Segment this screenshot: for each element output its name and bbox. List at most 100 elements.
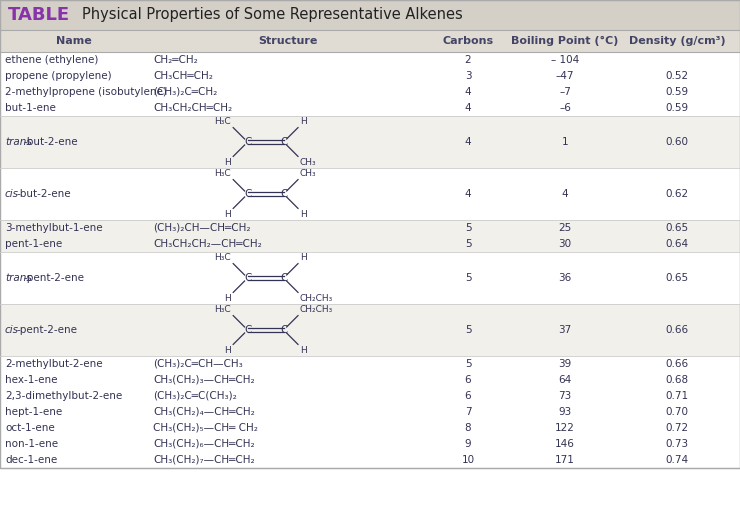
Text: dec-1-ene: dec-1-ene (5, 455, 57, 465)
Text: CH₃(CH₂)₅—CH═ CH₂: CH₃(CH₂)₅—CH═ CH₂ (153, 423, 258, 433)
Text: but-1-ene: but-1-ene (5, 103, 56, 113)
Text: 3: 3 (465, 71, 471, 81)
Text: 2: 2 (465, 55, 471, 65)
Bar (0, 0, 740, 468)
Text: cis: cis (5, 189, 19, 199)
Text: 0.73: 0.73 (665, 439, 688, 449)
Text: H₃C: H₃C (215, 305, 231, 313)
Text: 5: 5 (465, 325, 471, 335)
Text: 5: 5 (465, 239, 471, 249)
Text: (CH₃)₂C═CH₂: (CH₃)₂C═CH₂ (153, 87, 218, 97)
Text: hept-1-ene: hept-1-ene (5, 407, 62, 417)
Text: trans: trans (5, 137, 32, 147)
Text: –47: –47 (556, 71, 574, 81)
Text: 0.70: 0.70 (665, 407, 688, 417)
Text: C: C (280, 137, 287, 147)
Text: 0.64: 0.64 (665, 239, 688, 249)
Text: Physical Properties of Some Representative Alkenes: Physical Properties of Some Representati… (82, 7, 462, 23)
Text: –6: –6 (559, 103, 571, 113)
Text: 4: 4 (465, 137, 471, 147)
Text: H: H (224, 347, 231, 356)
Text: 5: 5 (465, 223, 471, 233)
Bar (0, 30, 740, 52)
Text: H₃C: H₃C (215, 117, 231, 126)
Text: CH₃(CH₂)₆—CH═CH₂: CH₃(CH₂)₆—CH═CH₂ (153, 439, 255, 449)
Text: CH₃(CH₂)₃—CH═CH₂: CH₃(CH₂)₃—CH═CH₂ (153, 375, 255, 385)
Text: 25: 25 (559, 223, 571, 233)
Text: 10: 10 (462, 455, 474, 465)
Text: 0.66: 0.66 (665, 325, 688, 335)
Text: 0.65: 0.65 (665, 223, 688, 233)
Bar (0, 356, 740, 468)
Text: 0.52: 0.52 (665, 71, 688, 81)
Text: 2-methylbut-2-ene: 2-methylbut-2-ene (5, 359, 103, 369)
Text: propene (propylene): propene (propylene) (5, 71, 112, 81)
Text: CH₃(CH₂)₇—CH═CH₂: CH₃(CH₂)₇—CH═CH₂ (153, 455, 255, 465)
Text: ethene (ethylene): ethene (ethylene) (5, 55, 98, 65)
Text: 5: 5 (465, 359, 471, 369)
Text: Carbons: Carbons (443, 36, 494, 46)
Text: 0.68: 0.68 (665, 375, 688, 385)
Text: H: H (300, 347, 307, 356)
Text: 0.60: 0.60 (665, 137, 688, 147)
Text: 73: 73 (559, 391, 571, 401)
Text: oct-1-ene: oct-1-ene (5, 423, 55, 433)
Text: CH₂CH₃: CH₂CH₃ (300, 305, 333, 313)
Bar (0, 304, 740, 356)
Text: C: C (244, 137, 252, 147)
Text: (CH₃)₂C═CH—CH₃: (CH₃)₂C═CH—CH₃ (153, 359, 243, 369)
Text: 93: 93 (559, 407, 571, 417)
Text: hex-1-ene: hex-1-ene (5, 375, 58, 385)
Text: 1: 1 (562, 137, 568, 147)
Bar (0, 252, 740, 304)
Text: 0.74: 0.74 (665, 455, 688, 465)
Text: 7: 7 (465, 407, 471, 417)
Text: -but-2-ene: -but-2-ene (24, 137, 78, 147)
Text: 39: 39 (559, 359, 571, 369)
Text: Name: Name (56, 36, 92, 46)
Text: H: H (224, 210, 231, 219)
Text: 4: 4 (465, 87, 471, 97)
Text: 64: 64 (559, 375, 571, 385)
Text: C: C (244, 325, 252, 335)
Text: trans: trans (5, 273, 32, 283)
Text: 37: 37 (559, 325, 571, 335)
Text: –7: –7 (559, 87, 571, 97)
Text: C: C (280, 273, 287, 283)
Bar (0, 116, 740, 168)
Text: 36: 36 (559, 273, 571, 283)
Text: C: C (244, 189, 252, 199)
Text: CH₃: CH₃ (300, 158, 317, 167)
Text: 30: 30 (559, 239, 571, 249)
Text: -but-2-ene: -but-2-ene (16, 189, 71, 199)
Text: 5: 5 (465, 273, 471, 283)
Text: C: C (244, 273, 252, 283)
Text: CH₃CH₂CH═CH₂: CH₃CH₂CH═CH₂ (153, 103, 232, 113)
Text: 6: 6 (465, 391, 471, 401)
Text: 0.72: 0.72 (665, 423, 688, 433)
Text: 3-methylbut-1-ene: 3-methylbut-1-ene (5, 223, 103, 233)
Text: 9: 9 (465, 439, 471, 449)
Text: 0.59: 0.59 (665, 87, 688, 97)
Text: C: C (280, 189, 287, 199)
Bar (0, 0, 740, 30)
Text: CH₃CH═CH₂: CH₃CH═CH₂ (153, 71, 213, 81)
Text: -pent-2-ene: -pent-2-ene (16, 325, 78, 335)
Text: H: H (300, 252, 307, 261)
Text: CH₂═CH₂: CH₂═CH₂ (153, 55, 198, 65)
Text: H: H (224, 158, 231, 167)
Text: Density (g/cm³): Density (g/cm³) (629, 36, 725, 46)
Bar (0, 52, 740, 116)
Text: (CH₃)₂CH—CH═CH₂: (CH₃)₂CH—CH═CH₂ (153, 223, 251, 233)
Text: Structure: Structure (258, 36, 317, 46)
Text: (CH₃)₂C═C(CH₃)₂: (CH₃)₂C═C(CH₃)₂ (153, 391, 237, 401)
Text: 2-methylpropene (isobutylene): 2-methylpropene (isobutylene) (5, 87, 167, 97)
Text: Boiling Point (°C): Boiling Point (°C) (511, 36, 619, 46)
Text: 2,3-dimethylbut-2-ene: 2,3-dimethylbut-2-ene (5, 391, 122, 401)
Text: 0.66: 0.66 (665, 359, 688, 369)
Text: -pent-2-ene: -pent-2-ene (24, 273, 85, 283)
Text: H: H (300, 117, 307, 126)
Text: 122: 122 (555, 423, 575, 433)
Text: 0.59: 0.59 (665, 103, 688, 113)
Text: 0.65: 0.65 (665, 273, 688, 283)
